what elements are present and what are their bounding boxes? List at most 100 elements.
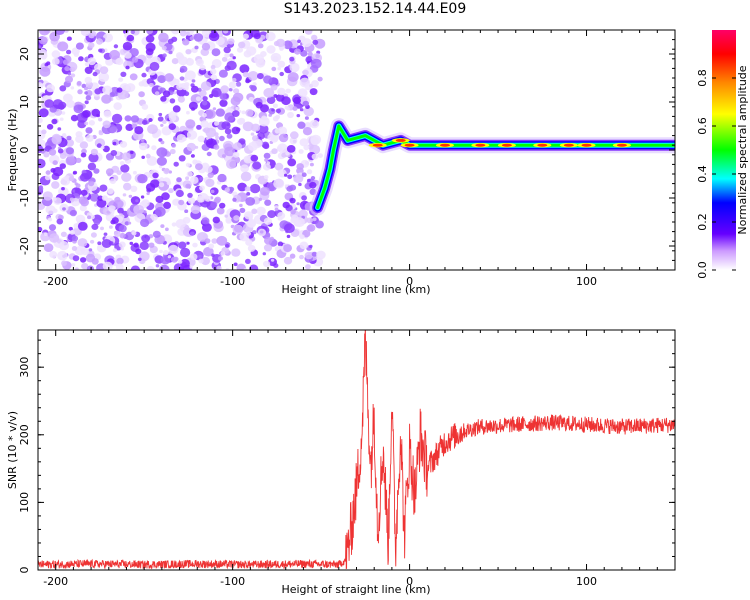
noise-blob <box>84 62 89 67</box>
noise-blob <box>122 41 133 51</box>
noise-blob <box>272 56 279 62</box>
noise-blob <box>84 76 93 84</box>
noise-blob <box>98 72 110 82</box>
ridge-peak <box>537 143 548 147</box>
noise-blob <box>224 187 230 193</box>
noise-blob <box>307 224 316 232</box>
noise-blob <box>110 150 118 156</box>
noise-blob <box>245 78 251 84</box>
noise-blob <box>177 96 185 103</box>
noise-blob <box>279 71 285 77</box>
noise-blob <box>182 85 188 91</box>
noise-blob <box>228 88 233 92</box>
y-tick-label: -10 <box>18 189 31 207</box>
noise-blob <box>149 61 160 71</box>
noise-blob <box>246 192 251 196</box>
noise-blob <box>184 91 190 97</box>
noise-blob <box>168 170 172 174</box>
noise-blob <box>287 111 294 119</box>
y-tick-label: 0 <box>18 147 31 154</box>
noise-blob <box>180 247 191 258</box>
noise-blob <box>185 183 191 189</box>
noise-blob <box>310 134 322 145</box>
noise-blob <box>178 56 188 66</box>
noise-blob <box>297 88 308 98</box>
noise-blob <box>62 59 69 65</box>
noise-blob <box>301 195 307 201</box>
noise-blob <box>201 256 210 266</box>
noise-blob <box>310 176 316 180</box>
noise-blob <box>268 257 277 267</box>
noise-blob <box>246 231 252 236</box>
noise-blob <box>138 81 145 87</box>
noise-blob <box>102 145 110 153</box>
noise-blob <box>82 110 91 118</box>
noise-blob <box>111 217 119 224</box>
noise-blob <box>309 244 313 248</box>
noise-blob <box>262 163 271 171</box>
noise-blob <box>102 120 111 129</box>
noise-blob <box>69 209 77 217</box>
noise-blob <box>77 89 83 95</box>
noise-blob <box>270 258 275 262</box>
noise-blob <box>160 96 167 102</box>
noise-blob <box>168 244 179 254</box>
noise-blob <box>119 141 128 148</box>
noise-blob <box>259 230 264 234</box>
noise-blob <box>245 197 256 206</box>
noise-blob <box>41 129 47 135</box>
noise-blob <box>162 119 167 124</box>
noise-blob <box>52 160 58 166</box>
ridge-peak <box>616 143 627 147</box>
noise-blob <box>38 82 44 90</box>
snr-ticks: -200 -100 0 100 0 100 200 300 <box>18 330 676 588</box>
noise-blob <box>115 263 124 270</box>
noise-blob <box>287 72 299 82</box>
noise-blob <box>272 103 278 109</box>
noise-blob <box>289 137 298 145</box>
noise-blob <box>277 212 286 220</box>
noise-blob <box>160 255 171 265</box>
noise-blob <box>157 75 167 84</box>
noise-blob <box>270 136 279 143</box>
noise-blob <box>126 34 135 42</box>
noise-blob <box>146 192 150 196</box>
noise-blob <box>84 100 89 105</box>
noise-blob <box>236 47 244 53</box>
noise-blob <box>69 158 74 163</box>
noise-blob <box>103 232 108 236</box>
noise-blob <box>277 67 281 71</box>
noise-blob <box>263 260 271 268</box>
noise-blob <box>179 76 185 81</box>
noise-blob <box>39 66 51 77</box>
noise-blob <box>163 168 170 175</box>
noise-blob <box>178 241 187 249</box>
noise-blob <box>159 264 170 270</box>
noise-blob <box>109 178 117 185</box>
noise-blob <box>276 94 285 102</box>
noise-blob <box>299 234 305 240</box>
noise-blob <box>113 230 121 237</box>
noise-blob <box>137 257 142 261</box>
noise-blob <box>250 132 255 136</box>
noise-blob <box>72 255 80 262</box>
snr-series <box>38 330 675 570</box>
noise-blob <box>61 111 66 115</box>
noise-blob <box>179 65 188 73</box>
noise-blob <box>236 263 246 270</box>
noise-blob <box>289 62 300 73</box>
noise-blob <box>120 247 124 251</box>
noise-blob <box>175 219 186 229</box>
noise-blob <box>257 43 264 49</box>
noise-blob <box>71 263 76 267</box>
noise-blob <box>277 143 288 153</box>
noise-blob <box>215 135 220 140</box>
noise-blob <box>180 258 190 268</box>
noise-blob <box>275 114 281 120</box>
noise-blob <box>51 118 58 125</box>
noise-blob <box>264 236 273 245</box>
noise-blob <box>235 81 242 87</box>
noise-blob <box>208 243 215 249</box>
noise-blob <box>307 178 311 183</box>
noise-blob <box>278 133 289 143</box>
